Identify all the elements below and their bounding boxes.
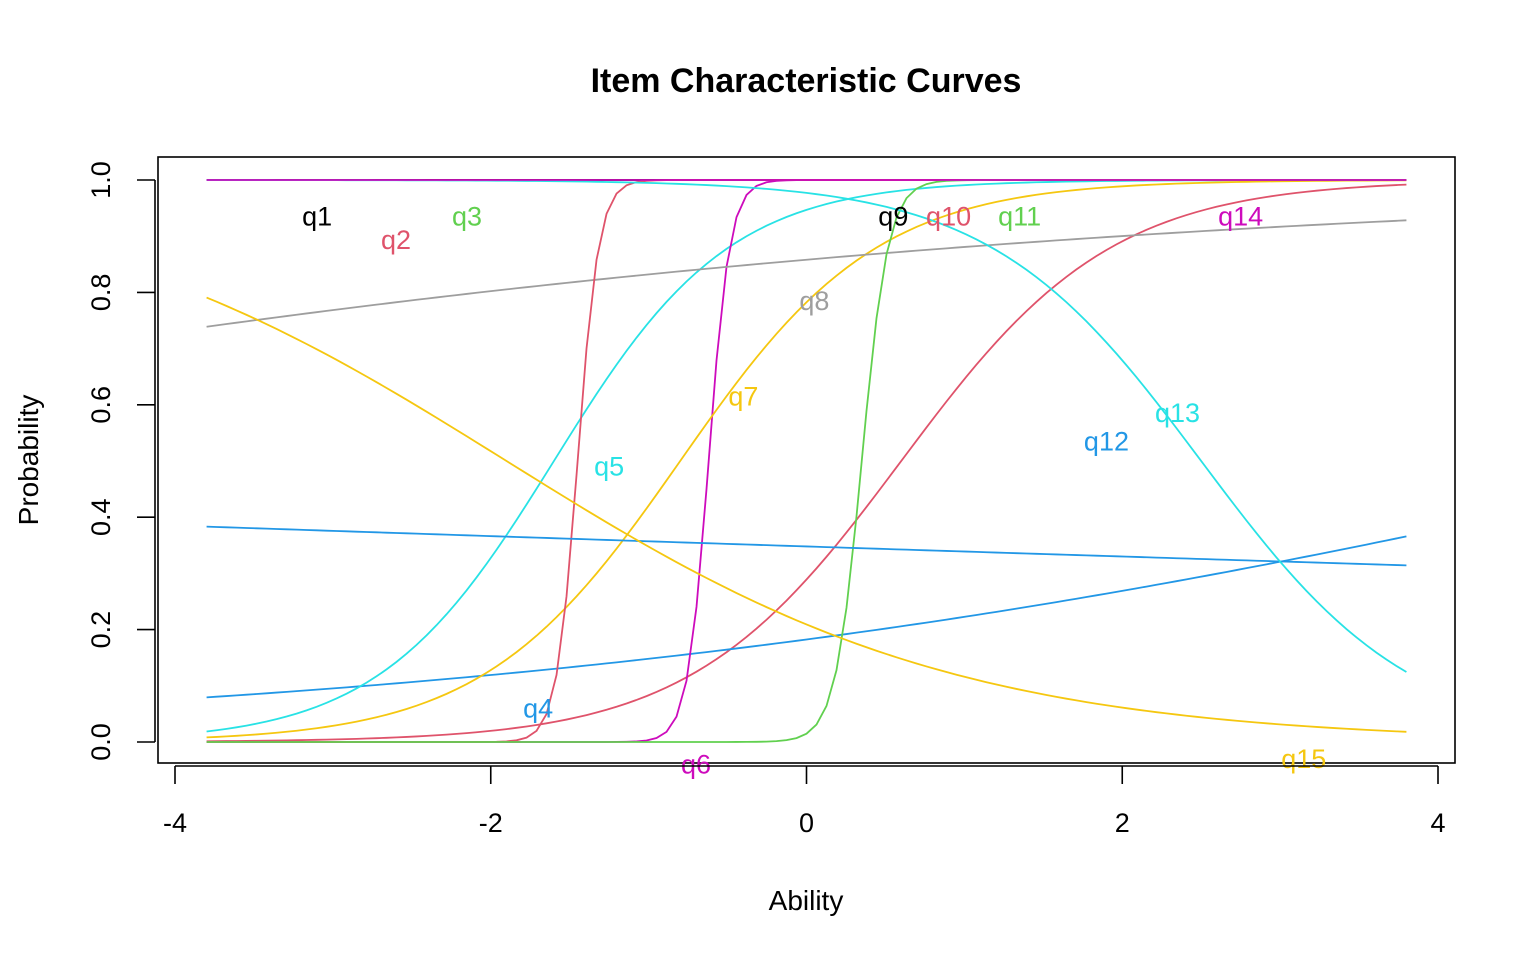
curve-label-q10: q10 <box>926 202 971 232</box>
y-tick-label: 0.8 <box>86 274 116 312</box>
curve-q6 <box>206 179 1407 743</box>
x-tick-label: 0 <box>799 808 814 838</box>
curve-label-q4: q4 <box>523 693 553 723</box>
y-tick-label: 1.0 <box>86 161 116 199</box>
y-tick-label: 0.2 <box>86 611 116 649</box>
curve-label-q8: q8 <box>799 286 829 316</box>
curve-q10 <box>206 179 1407 743</box>
curve-label-q3: q3 <box>452 202 482 232</box>
x-tick-label: -2 <box>479 808 503 838</box>
curve-q4 <box>206 535 1407 699</box>
curve-label-q13: q13 <box>1155 398 1200 428</box>
y-axis-label: Probability <box>13 395 44 526</box>
curve-label-q9: q9 <box>878 202 908 232</box>
y-axis: 0.0 0.2 0.4 0.6 0.8 1.0 <box>86 161 156 761</box>
x-axis-label: Ability <box>769 885 844 916</box>
curve-label-q7: q7 <box>728 381 758 411</box>
curve-label-q15: q15 <box>1281 744 1326 774</box>
curve-q15 <box>206 296 1407 733</box>
curve-label-q5: q5 <box>594 452 624 482</box>
x-tick-label: -4 <box>163 808 187 838</box>
curve-label-q14: q14 <box>1218 202 1263 232</box>
curve-label-q1: q1 <box>302 202 332 232</box>
curve-labels-layer: q1 q2 q3 q4 q5 q6 q7 q8 q9 q10 q11 q12 q13 q14 q15 <box>302 202 1326 780</box>
x-tick-label: 4 <box>1430 808 1445 838</box>
y-tick-label: 0.6 <box>86 386 116 424</box>
curve-q11 <box>206 179 1407 743</box>
curve-q12 <box>206 525 1407 567</box>
plot-frame <box>157 156 1456 764</box>
curve-q7 <box>206 179 1407 739</box>
curve-q2 <box>206 183 1407 743</box>
curve-q8 <box>206 219 1407 328</box>
x-tick-label: 2 <box>1115 808 1130 838</box>
curve-label-q2: q2 <box>381 225 411 255</box>
curve-label-q6: q6 <box>681 749 711 779</box>
y-tick-label: 0.0 <box>86 723 116 761</box>
curve-q5 <box>206 179 1407 733</box>
curve-label-q12: q12 <box>1084 426 1129 456</box>
curve-label-q11: q11 <box>998 202 1041 232</box>
chart-title: Item Characteristic Curves <box>591 62 1022 100</box>
x-axis: -4 -2 0 2 4 <box>163 765 1446 838</box>
y-tick-label: 0.4 <box>86 498 116 536</box>
curves-layer <box>206 179 1407 743</box>
